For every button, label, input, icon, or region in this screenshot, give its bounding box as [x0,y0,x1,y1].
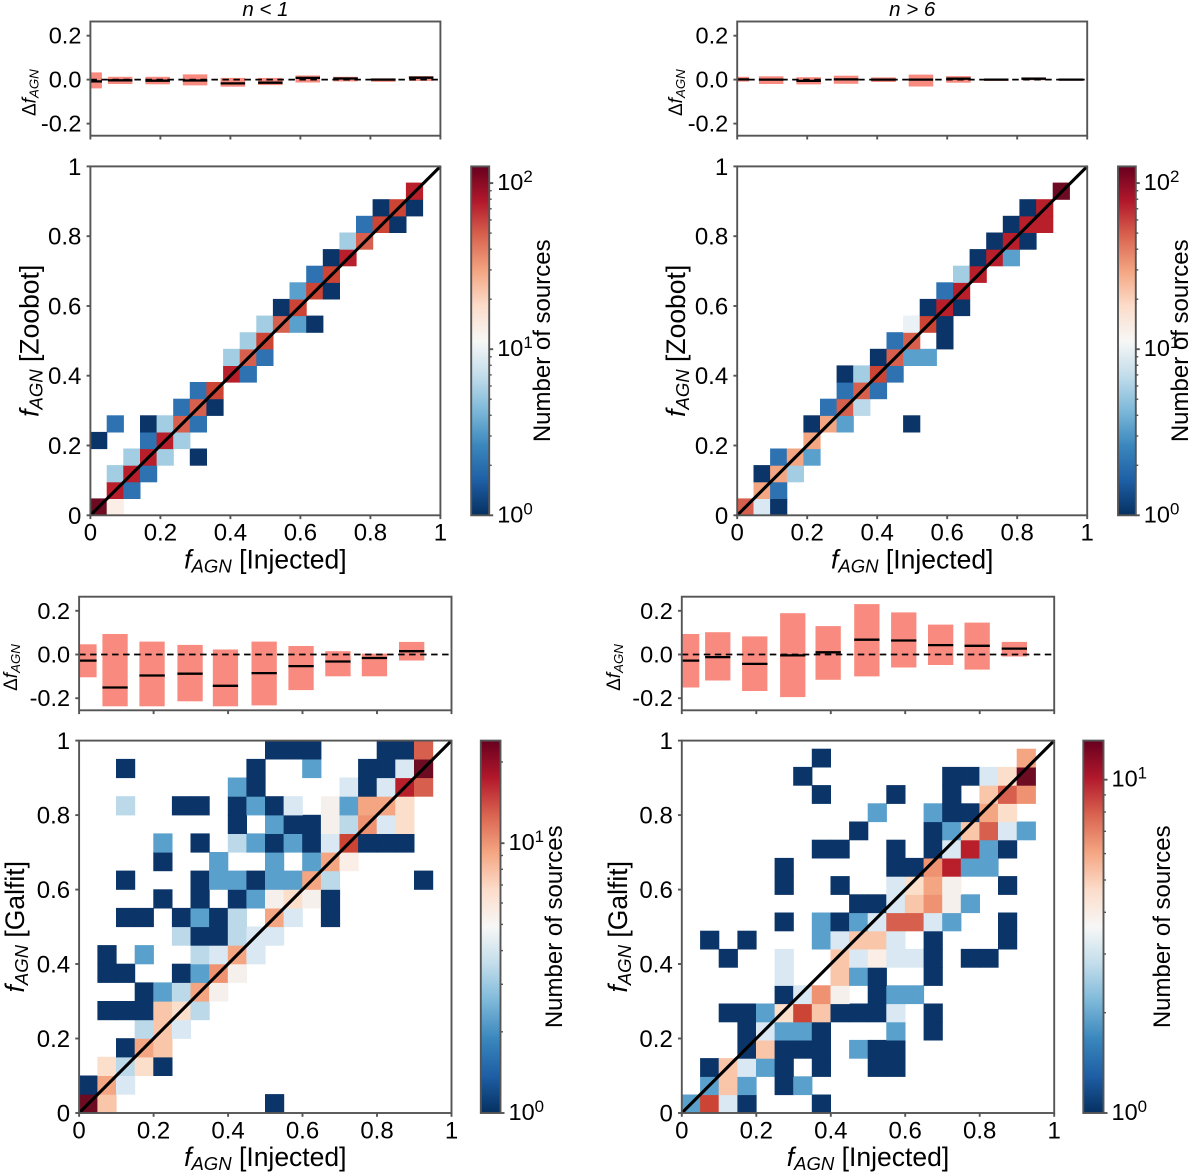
svg-text:0.2: 0.2 [48,433,81,460]
svg-text:-0.2: -0.2 [41,111,82,137]
svg-text:0.0: 0.0 [37,642,70,668]
svg-text:0: 0 [675,1117,688,1144]
svg-text:0: 0 [68,503,81,530]
svg-text:fAGN [Galfit]: fAGN [Galfit] [0,861,32,993]
svg-text:0.4: 0.4 [37,952,70,979]
svg-text:0.2: 0.2 [791,520,824,547]
svg-text:0.8: 0.8 [354,520,387,547]
svg-text:fAGN [Injected]: fAGN [Injected] [831,544,993,576]
svg-text:1: 1 [1048,1117,1061,1144]
svg-text:0.8: 0.8 [37,803,70,830]
svg-text:fAGN [Injected]: fAGN [Injected] [184,544,346,576]
svg-text:0: 0 [715,503,728,530]
svg-text:1: 1 [445,1117,458,1144]
svg-text:0.4: 0.4 [814,1117,847,1144]
svg-text:1: 1 [1081,520,1094,547]
svg-text:fAGN [Injected]: fAGN [Injected] [787,1142,949,1172]
svg-text:1: 1 [715,154,728,181]
svg-text:0: 0 [72,1117,85,1144]
svg-text:0.4: 0.4 [214,520,247,547]
svg-text:0.2: 0.2 [137,1117,170,1144]
svg-text:0.6: 0.6 [48,294,81,321]
svg-text:n < 1: n < 1 [242,0,288,21]
svg-text:Number of sources: Number of sources [541,825,568,1028]
svg-text:0.8: 0.8 [360,1117,393,1144]
svg-text:Number of sources: Number of sources [1149,825,1176,1028]
svg-text:0.8: 0.8 [695,224,728,251]
svg-text:0.8: 0.8 [639,803,672,830]
svg-text:1: 1 [57,728,70,755]
svg-text:0: 0 [731,520,744,547]
svg-text:0.2: 0.2 [144,520,177,547]
svg-text:0.2: 0.2 [37,1026,70,1053]
svg-text:1: 1 [659,728,672,755]
svg-text:ΔfAGN: ΔfAGN [604,644,626,691]
svg-text:-0.2: -0.2 [632,685,673,711]
svg-text:fAGN [Galfit]: fAGN [Galfit] [603,861,635,993]
svg-text:Number of sources: Number of sources [1167,239,1194,442]
svg-text:ΔfAGN: ΔfAGN [1,644,23,691]
svg-text:0.2: 0.2 [696,23,729,49]
svg-text:0.2: 0.2 [695,433,728,460]
svg-text:0.6: 0.6 [695,294,728,321]
svg-text:fAGN [Injected]: fAGN [Injected] [184,1142,346,1172]
svg-text:-0.2: -0.2 [688,111,729,137]
svg-text:0.6: 0.6 [286,1117,319,1144]
svg-text:ΔfAGN: ΔfAGN [19,69,41,116]
svg-text:0: 0 [659,1101,672,1128]
svg-text:0.6: 0.6 [639,877,672,904]
svg-text:0.2: 0.2 [37,598,70,624]
svg-text:0.8: 0.8 [963,1117,996,1144]
svg-text:0.4: 0.4 [695,363,728,390]
svg-text:n > 6: n > 6 [889,0,936,21]
svg-text:0.6: 0.6 [931,520,964,547]
svg-text:0.6: 0.6 [284,520,317,547]
svg-text:1: 1 [434,520,447,547]
svg-text:0.0: 0.0 [696,67,729,93]
svg-text:0.4: 0.4 [639,952,672,979]
svg-text:0: 0 [57,1101,70,1128]
svg-text:0.4: 0.4 [211,1117,244,1144]
svg-text:0.4: 0.4 [48,363,81,390]
svg-text:0.8: 0.8 [1001,520,1034,547]
svg-text:0.2: 0.2 [639,1026,672,1053]
svg-text:0.0: 0.0 [640,642,673,668]
svg-text:0.2: 0.2 [640,598,673,624]
svg-text:fAGN [Zoobot]: fAGN [Zoobot] [661,265,693,417]
svg-text:fAGN [Zoobot]: fAGN [Zoobot] [14,265,46,417]
svg-text:0.8: 0.8 [48,224,81,251]
svg-text:0.2: 0.2 [740,1117,773,1144]
svg-text:ΔfAGN: ΔfAGN [666,69,688,116]
svg-text:0.2: 0.2 [49,23,82,49]
svg-text:0: 0 [84,520,97,547]
svg-text:0.0: 0.0 [49,67,82,93]
svg-text:Number of sources: Number of sources [529,239,556,442]
svg-text:1: 1 [68,154,81,181]
svg-text:-0.2: -0.2 [30,685,71,711]
svg-text:0.4: 0.4 [861,520,894,547]
svg-text:0.6: 0.6 [889,1117,922,1144]
svg-text:0.6: 0.6 [37,877,70,904]
